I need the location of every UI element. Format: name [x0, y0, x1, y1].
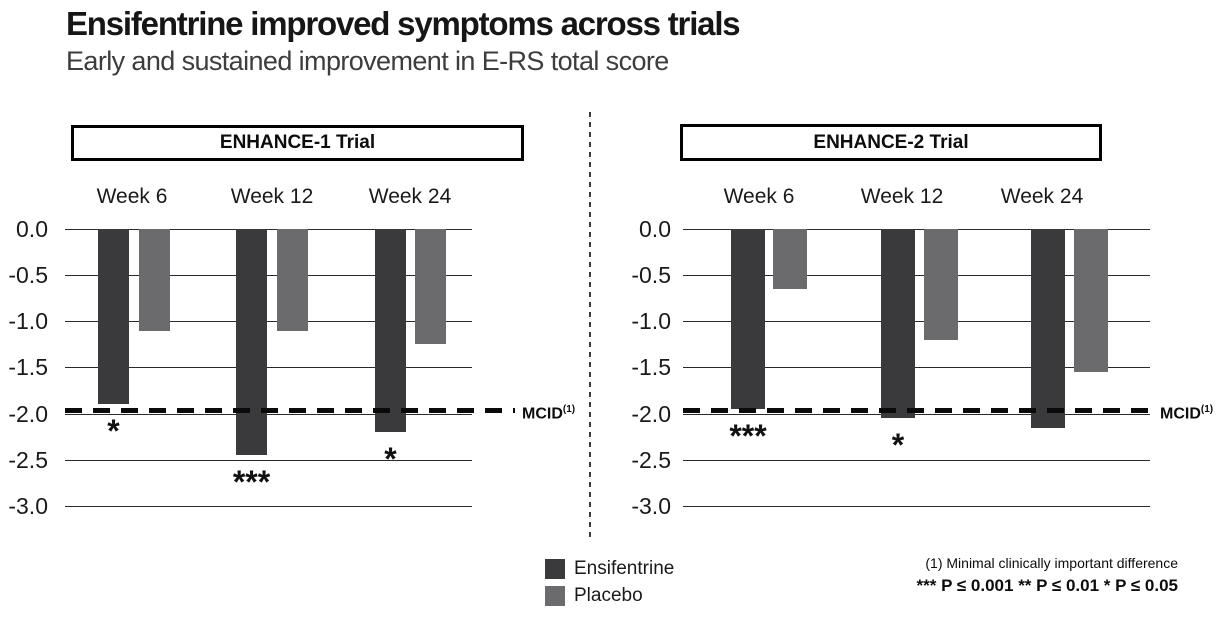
bar-placebo [415, 229, 446, 344]
gridline [683, 229, 1150, 230]
gridline [65, 367, 472, 368]
legend-item-ensifentrine: Ensifentrine [545, 558, 674, 580]
gridline [683, 321, 1150, 322]
significance-label: *** [232, 464, 271, 500]
chart2-title: ENHANCE-2 Trial [813, 131, 969, 153]
bar-placebo [924, 229, 958, 340]
bar-ensifentrine [98, 229, 129, 404]
y-axis-tick-label: -1.5 [8, 354, 48, 380]
mcid-label-chart2: MCID(1) [1160, 400, 1213, 423]
gridline [683, 367, 1150, 368]
category-label: Week 12 [860, 185, 944, 208]
category-label: Week 24 [368, 185, 452, 208]
bar-ensifentrine [236, 229, 267, 455]
chart1-title: ENHANCE-1 Trial [219, 132, 376, 153]
category-label: Week 12 [230, 185, 314, 208]
gridline [65, 229, 472, 230]
mcid-text: MCID [522, 405, 563, 423]
footnote-pvalue-key: *** P ≤ 0.001 ** P ≤ 0.01 * P ≤ 0.05 [916, 576, 1178, 595]
mcid-text: MCID [1160, 405, 1201, 423]
mcid-threshold-line [65, 408, 515, 413]
footnote-mcid-definition: (1) Minimal clinically important differe… [925, 555, 1178, 571]
gridline [683, 275, 1150, 276]
y-axis-tick-label: -2.0 [8, 401, 48, 427]
y-axis-tick-label: -2.5 [8, 447, 48, 473]
y-axis-tick-label: -3.0 [631, 493, 671, 519]
panel-divider [589, 112, 591, 540]
significance-label: *** [729, 418, 767, 454]
legend: Ensifentrine Placebo [545, 558, 674, 612]
bar-ensifentrine [731, 229, 765, 409]
mcid-threshold-line [683, 408, 1155, 413]
gridline [65, 321, 472, 322]
bar-placebo [277, 229, 308, 331]
gridline [65, 506, 472, 507]
significance-label: * [384, 441, 397, 477]
y-axis-tick-label: 0.0 [639, 216, 671, 242]
bar-placebo [1074, 229, 1108, 372]
page-subtitle: Early and sustained improvement in E-RS … [66, 46, 669, 76]
footnotes: (1) Minimal clinically important differe… [917, 554, 1178, 597]
legend-item-placebo: Placebo [545, 585, 674, 607]
ensifentrine-swatch-icon [545, 559, 565, 579]
gridline [683, 506, 1150, 507]
y-axis-tick-label: -1.0 [631, 308, 671, 334]
gridline [683, 414, 1150, 415]
legend-label: Placebo [574, 585, 643, 606]
category-label: Week 24 [1000, 185, 1084, 208]
y-axis-tick-label: -3.0 [8, 493, 48, 519]
gridline [65, 414, 472, 415]
gridline [683, 460, 1150, 461]
chart2-title-box: ENHANCE-2 Trial [680, 124, 1102, 161]
bar-ensifentrine [375, 229, 406, 432]
chart1-title-box: ENHANCE-1 Trial [71, 125, 524, 161]
legend-label: Ensifentrine [574, 558, 675, 579]
category-label: Week 6 [723, 185, 795, 208]
bar-ensifentrine [1031, 229, 1065, 428]
gridline [65, 460, 472, 461]
y-axis-tick-label: -0.5 [8, 262, 48, 288]
significance-label: * [107, 413, 120, 449]
bar-placebo [773, 229, 807, 289]
y-axis-tick-label: -1.0 [8, 308, 48, 334]
placebo-swatch-icon [545, 586, 565, 606]
y-axis-tick-label: -2.0 [631, 401, 671, 427]
significance-label: * [891, 427, 905, 463]
category-label: Week 6 [96, 185, 168, 208]
y-axis-tick-label: -1.5 [631, 354, 671, 380]
y-axis-tick-label: 0.0 [16, 216, 48, 242]
bar-placebo [139, 229, 170, 331]
y-axis-tick-label: -0.5 [631, 262, 671, 288]
y-axis-tick-label: -2.5 [631, 447, 671, 473]
gridline [65, 275, 472, 276]
mcid-footnote-ref: (1) [1200, 404, 1214, 415]
mcid-label-chart1: MCID(1) [522, 400, 575, 423]
bar-ensifentrine [881, 229, 915, 418]
page-title: Ensifentrine improved symptoms across tr… [66, 5, 741, 42]
mcid-footnote-ref: (1) [562, 404, 576, 415]
